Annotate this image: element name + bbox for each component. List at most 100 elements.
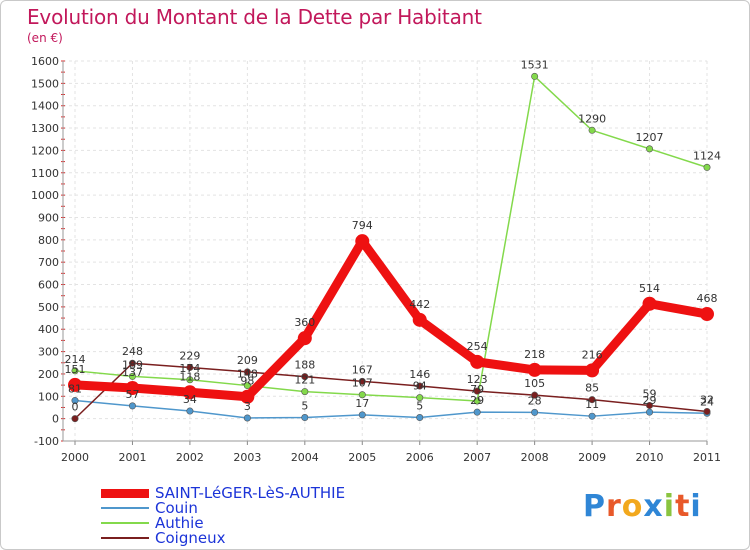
legend-item: Couin — [101, 499, 198, 517]
data-point — [355, 234, 370, 249]
x-tick-label: 2002 — [176, 451, 204, 464]
data-point — [243, 382, 251, 390]
data-label: 5 — [301, 400, 308, 413]
data-point — [71, 367, 79, 375]
y-tick-label: 1300 — [31, 122, 59, 135]
data-point — [703, 163, 711, 171]
legend-swatch — [101, 537, 149, 539]
y-tick-label: 100 — [38, 390, 59, 403]
y-tick-label: 1400 — [31, 100, 59, 113]
data-label: 107 — [352, 377, 373, 390]
data-label: 34 — [183, 393, 197, 406]
data-point — [68, 377, 82, 392]
data-label: 118 — [179, 370, 200, 383]
data-point — [71, 397, 79, 405]
data-label: 3 — [244, 400, 251, 413]
logo-letter: i — [663, 489, 676, 524]
data-point — [700, 307, 714, 322]
data-point — [71, 415, 79, 423]
x-tick-label: 2009 — [578, 451, 606, 464]
x-tick-label: 2004 — [291, 451, 319, 464]
data-point — [186, 376, 194, 384]
data-point — [588, 126, 596, 134]
data-point — [240, 389, 255, 404]
data-point — [301, 388, 309, 396]
data-point — [473, 397, 481, 405]
data-label: 11 — [585, 398, 599, 411]
data-label: 468 — [697, 292, 718, 305]
x-tick-label: 2001 — [118, 451, 146, 464]
y-tick-label: 500 — [38, 301, 59, 314]
y-tick-label: 300 — [38, 346, 59, 359]
x-tick-label: 2000 — [61, 451, 89, 464]
data-label: 174 — [179, 362, 200, 375]
legend-label: Coigneux — [155, 529, 226, 547]
data-point — [125, 381, 140, 396]
data-point — [642, 296, 657, 311]
x-tick-label: 2010 — [636, 451, 664, 464]
data-label: 189 — [122, 358, 143, 371]
data-label: 1290 — [578, 112, 606, 125]
data-label: 794 — [352, 219, 373, 232]
series-line-couin — [74, 399, 708, 419]
data-label: 137 — [122, 366, 143, 379]
data-point — [646, 401, 654, 409]
y-tick-label: -100 — [34, 435, 59, 448]
legend-swatch — [101, 522, 149, 524]
data-point — [588, 412, 596, 420]
y-tick-label: 900 — [38, 211, 59, 224]
data-point — [531, 391, 539, 399]
data-label: 28 — [528, 394, 542, 407]
data-label: 151 — [65, 363, 86, 376]
data-point — [703, 407, 711, 415]
data-label: 0 — [72, 401, 79, 414]
data-point — [585, 363, 600, 378]
logo-letter: o — [621, 489, 644, 524]
proxiti-logo: Proxiti — [583, 489, 702, 524]
data-label: 32 — [700, 393, 714, 406]
logo-letter: t — [675, 489, 691, 524]
legend-label: Couin — [155, 499, 198, 517]
data-point — [531, 72, 539, 80]
chart-title: Evolution du Montant de la Dette par Hab… — [27, 5, 482, 29]
data-label: 254 — [467, 340, 488, 353]
data-label: 81 — [68, 383, 82, 396]
data-label: 216 — [582, 348, 603, 361]
data-label: 148 — [237, 368, 258, 381]
data-point — [470, 354, 485, 369]
data-point — [186, 407, 194, 415]
series-line-authie — [74, 75, 708, 402]
y-tick-label: 1500 — [31, 77, 59, 90]
data-point — [358, 377, 366, 385]
data-label: 218 — [524, 348, 545, 361]
x-tick-label: 2003 — [233, 451, 261, 464]
data-point — [473, 408, 481, 416]
x-tick-label: 2006 — [406, 451, 434, 464]
data-point — [473, 387, 481, 395]
data-point — [588, 396, 596, 404]
y-tick-label: 400 — [38, 323, 59, 336]
data-label: 1531 — [521, 58, 549, 71]
data-point — [128, 402, 136, 410]
data-label: 209 — [237, 354, 258, 367]
data-point — [301, 414, 309, 422]
data-point — [416, 394, 424, 402]
data-point — [646, 408, 654, 416]
data-label: 105 — [524, 377, 545, 390]
x-tick-label: 2005 — [348, 451, 376, 464]
data-label: 1207 — [636, 131, 664, 144]
data-label: 85 — [585, 382, 599, 395]
data-label: 79 — [470, 383, 484, 396]
y-tick-label: 1000 — [31, 189, 59, 202]
y-tick-label: 600 — [38, 279, 59, 292]
logo-letter: i — [690, 489, 702, 524]
y-tick-label: 700 — [38, 256, 59, 269]
logo-letter: P — [583, 489, 606, 524]
data-point — [186, 363, 194, 371]
data-point — [128, 359, 136, 367]
data-point — [358, 391, 366, 399]
data-point — [243, 368, 251, 376]
data-label: 188 — [294, 359, 315, 372]
series-line-coigneux — [74, 362, 708, 420]
